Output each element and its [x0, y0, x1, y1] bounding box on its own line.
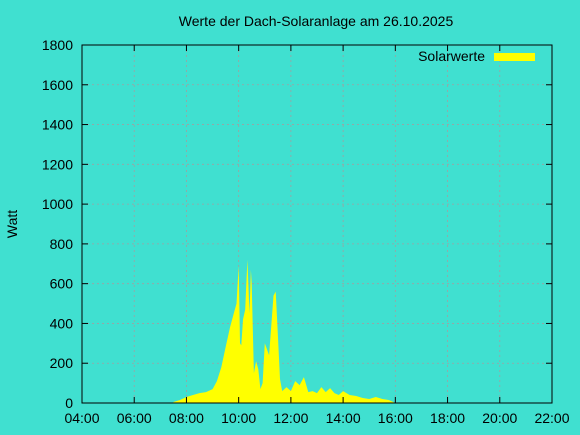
y-axis: 0 200 400 600 800 1000 1200 1400 1600 1800 — [42, 37, 552, 411]
legend-swatch-solarwerte — [494, 53, 535, 61]
y-tick-label: 200 — [50, 355, 74, 371]
y-tick-label: 800 — [50, 236, 74, 252]
x-axis: 04:00 06:00 08:00 10:00 12:00 14:00 16:00 18:00… — [64, 45, 570, 426]
y-tick-label: 0 — [65, 395, 73, 411]
y-tick-label: 1600 — [42, 77, 73, 93]
x-tick-label: 16:00 — [378, 410, 413, 426]
y-tick-label: 600 — [50, 276, 74, 292]
x-tick-label: 18:00 — [430, 410, 465, 426]
x-tick-label: 08:00 — [169, 410, 204, 426]
y-axis-label: Watt — [4, 210, 20, 238]
x-tick-label: 14:00 — [326, 410, 361, 426]
series-area-solarwerte — [173, 259, 396, 403]
x-tick-label: 06:00 — [117, 410, 152, 426]
x-tick-label: 22:00 — [534, 410, 569, 426]
plot-frame — [81, 44, 553, 404]
y-tick-label: 400 — [50, 315, 74, 331]
y-tick-label: 1800 — [42, 37, 73, 53]
y-tick-label: 1000 — [42, 196, 73, 212]
y-tick-label: 1200 — [42, 156, 73, 172]
legend: Solarwerte — [418, 48, 535, 64]
x-tick-label: 04:00 — [64, 410, 99, 426]
legend-label-solarwerte: Solarwerte — [418, 48, 485, 64]
chart-title: Werte der Dach-Solaranlage am 26.10.2025 — [179, 13, 454, 29]
x-tick-label: 12:00 — [273, 410, 308, 426]
grid-lines — [82, 45, 552, 403]
x-tick-label: 20:00 — [482, 410, 517, 426]
y-tick-label: 1400 — [42, 117, 73, 133]
x-tick-label: 10:00 — [221, 410, 256, 426]
